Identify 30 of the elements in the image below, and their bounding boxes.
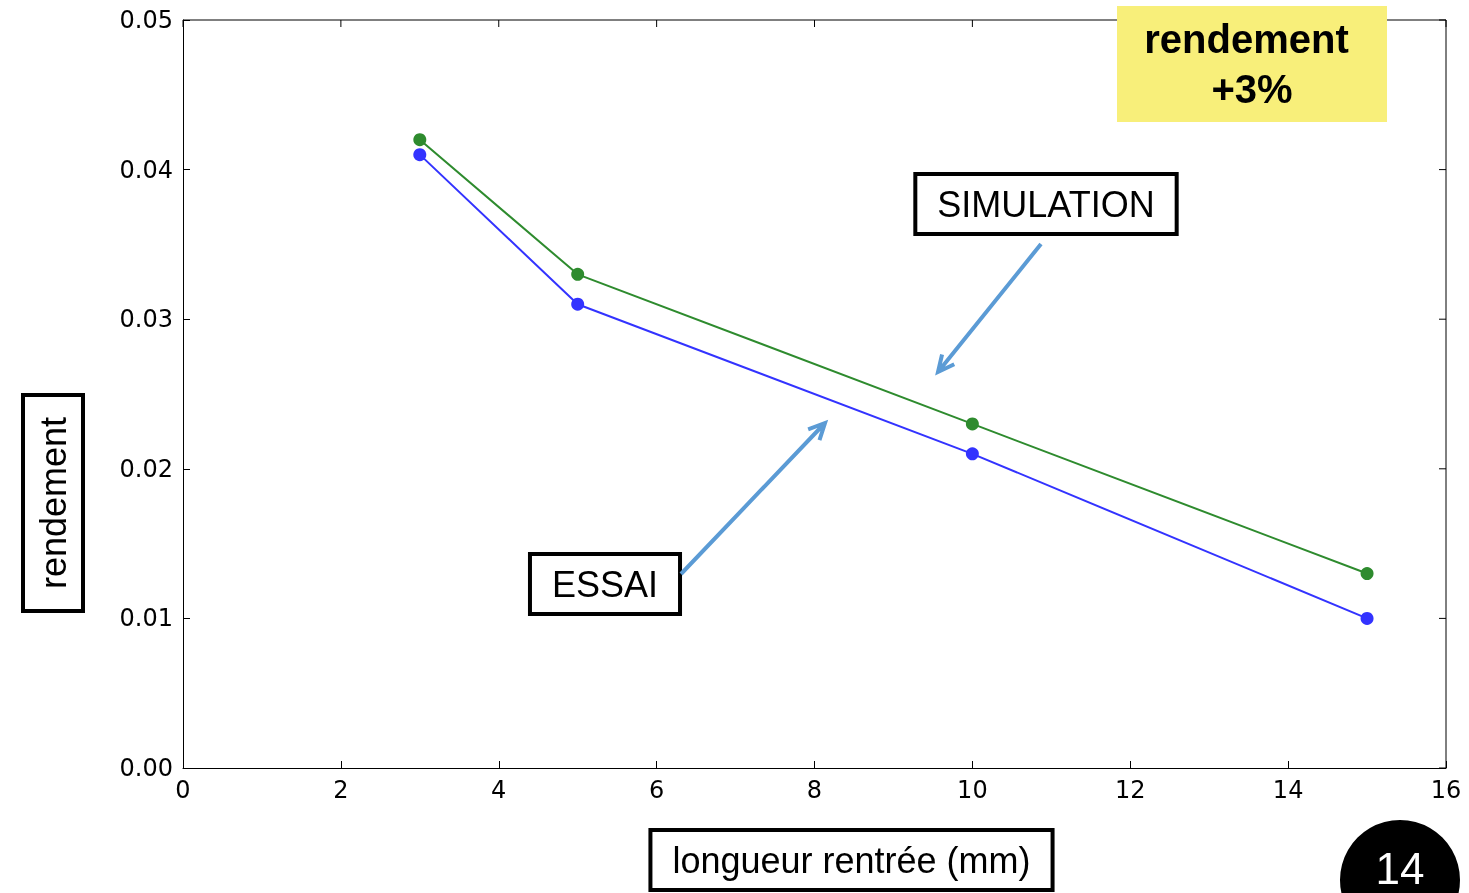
text: rendement	[32, 416, 74, 590]
y-tick-label: 0.03	[119, 305, 173, 334]
annotation: SIMULATION	[937, 183, 1155, 225]
x-tick-label: 8	[806, 776, 823, 804]
x-tick-label: 4	[491, 776, 507, 804]
text: 14	[1375, 843, 1425, 893]
y-axis-title: rendement	[1144, 17, 1360, 61]
text: +3%	[1211, 67, 1293, 111]
x-tick-label: 14	[1272, 776, 1304, 804]
point	[965, 417, 979, 431]
x-tick-label: 16	[1430, 776, 1462, 804]
x-tick-label: 6	[648, 776, 665, 804]
x-axis-title: longueur rentrée (mm)	[672, 839, 1031, 881]
y-tick-label: 0.02	[119, 454, 173, 483]
y-tick-label: 0.05	[119, 6, 173, 34]
y-tick-label: 0.04	[119, 155, 173, 184]
point	[1360, 611, 1374, 625]
x-tick-label: 12	[1114, 776, 1146, 804]
y-tick-label: 0.00	[119, 754, 173, 782]
annotation: ESSAI	[551, 563, 659, 605]
point	[571, 267, 585, 281]
x-tick-label: 10	[957, 776, 988, 804]
point	[413, 148, 427, 162]
y-tick-label: 0.01	[119, 604, 173, 633]
x-tick-label: 2	[333, 776, 349, 804]
x-tick-label: 0	[175, 776, 191, 804]
point	[965, 447, 979, 461]
point	[571, 297, 585, 311]
point	[1360, 567, 1374, 581]
point	[413, 133, 427, 147]
